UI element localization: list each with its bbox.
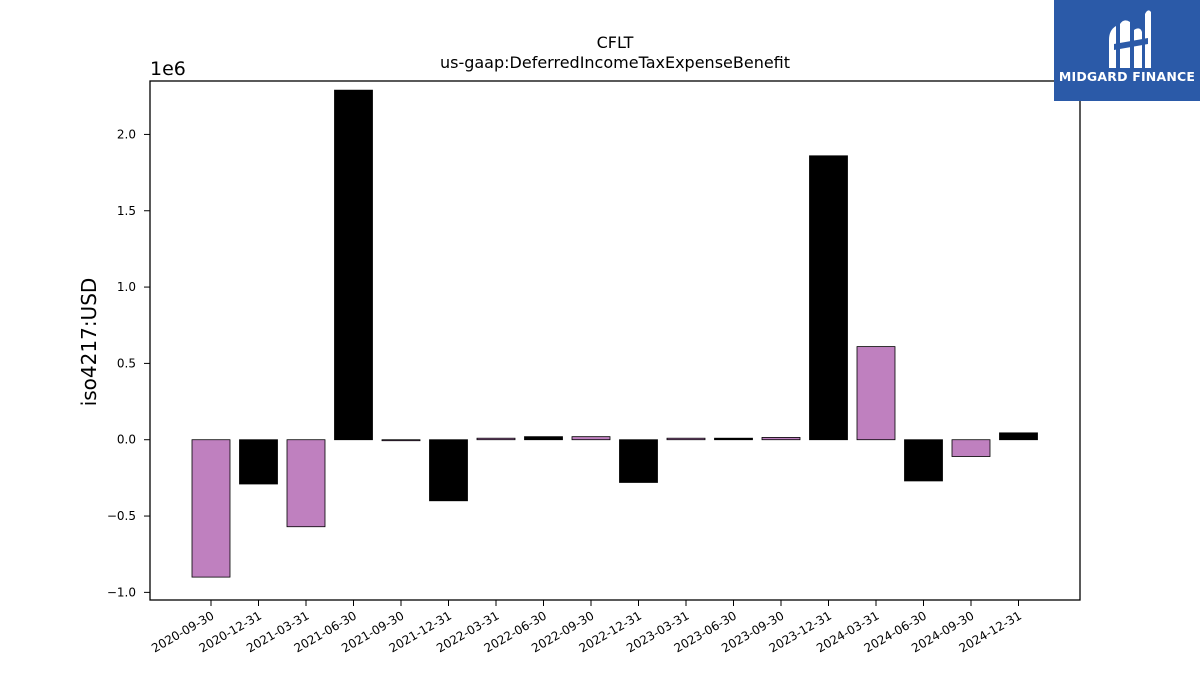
bar-2024-12-31: [999, 432, 1038, 441]
bar-2021-09-30: [381, 439, 421, 442]
y-scale-label: 1e6: [150, 58, 186, 80]
plot-frame: [149, 80, 1081, 601]
x-axis-ticks: 2020-09-302020-12-312021-03-312021-06-30…: [149, 600, 1024, 655]
bar-2024-06-30: [904, 439, 943, 482]
logo-text: MIDGARD FINANCE: [1058, 69, 1196, 84]
bar-2021-12-31: [429, 439, 468, 502]
bar-2022-09-30: [571, 436, 611, 441]
bar-2022-12-31: [619, 439, 658, 483]
bar-2023-09-30: [761, 437, 801, 441]
y-axis-ticks: −1.0 −0.5 0.0 0.5 1.0 1.5 2.0: [107, 127, 150, 599]
midgard-logo-icon: [1109, 10, 1151, 68]
bar-2024-03-31: [856, 346, 896, 441]
y-tick-label: −1.0: [107, 585, 136, 599]
bar-2024-09-30: [951, 439, 991, 457]
bars-group: [191, 89, 1038, 578]
chart-title: CFLT: [597, 33, 634, 52]
bar-2020-12-31: [239, 439, 278, 485]
bar-2022-03-31: [476, 437, 516, 441]
y-tick-label: 1.5: [117, 204, 136, 218]
y-tick-label: 0.0: [117, 433, 136, 447]
bar-2023-03-31: [666, 437, 706, 441]
y-tick-label: 2.0: [117, 127, 136, 141]
y-tick-label: −0.5: [107, 509, 136, 523]
bar-2021-06-30: [334, 89, 373, 441]
y-tick-label: 0.5: [117, 356, 136, 370]
midgard-finance-logo: MIDGARD FINANCE: [1054, 0, 1200, 101]
bar-2022-06-30: [524, 436, 563, 441]
bar-2023-06-30: [714, 437, 753, 441]
bar-2020-09-30: [191, 439, 231, 578]
bar-2021-03-31: [286, 439, 326, 528]
y-axis-label: iso4217:USD: [77, 278, 101, 407]
y-tick-label: 1.0: [117, 280, 136, 294]
bar-2023-12-31: [809, 155, 848, 441]
chart-subtitle: us-gaap:DeferredIncomeTaxExpenseBenefit: [440, 53, 790, 72]
